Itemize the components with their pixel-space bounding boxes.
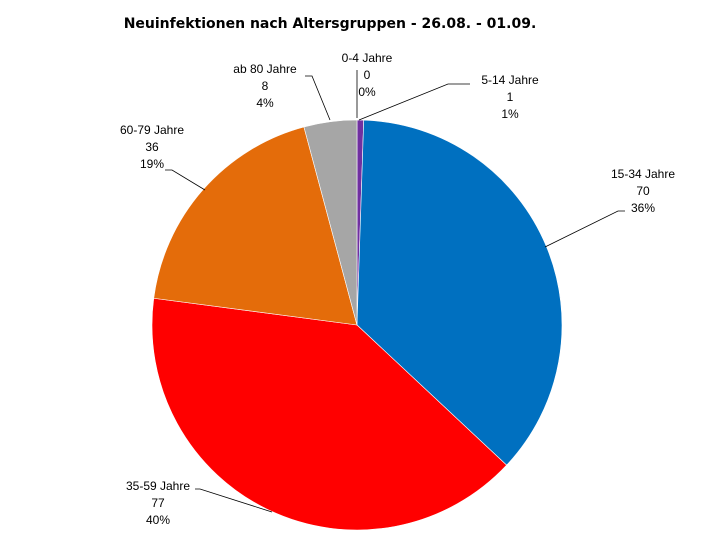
data-label-value: 8	[262, 79, 269, 93]
data-label-ab-80-jahre: ab 80 Jahre 8 4%	[233, 62, 297, 110]
data-label-percent: 0%	[358, 85, 376, 99]
data-label-category: 60-79 Jahre	[120, 123, 184, 137]
data-label-percent: 4%	[256, 96, 274, 110]
leader-line-5-14-jahre	[358, 83, 470, 121]
leader-line-35-59-jahre	[195, 488, 273, 513]
data-label-percent: 19%	[140, 157, 164, 171]
pie-slices	[151, 119, 563, 531]
data-label-0-4-jahre: 0-4 Jahre 0 0%	[342, 51, 393, 99]
data-label-value: 0	[364, 68, 371, 82]
data-label-5-14-jahre: 5-14 Jahre 1 1%	[481, 73, 539, 121]
data-label-category: 0-4 Jahre	[342, 51, 393, 65]
data-label-35-59-jahre: 35-59 Jahre 77 40%	[126, 479, 190, 527]
data-label-value: 36	[145, 140, 159, 154]
slice-35-59-jahre	[151, 297, 508, 531]
data-label-percent: 36%	[631, 201, 655, 215]
data-label-percent: 40%	[146, 513, 170, 527]
data-label-value: 70	[636, 184, 650, 198]
data-label-category: 35-59 Jahre	[126, 479, 190, 493]
data-label-percent: 1%	[501, 107, 519, 121]
leader-line-60-79-jahre	[165, 169, 206, 191]
slice-60-79-jahre	[153, 126, 358, 326]
data-label-category: ab 80 Jahre	[233, 62, 297, 76]
data-label-15-34-jahre: 15-34 Jahre 70 36%	[611, 167, 675, 215]
data-label-60-79-jahre: 60-79 Jahre 36 19%	[120, 123, 184, 171]
data-label-category: 15-34 Jahre	[611, 167, 675, 181]
data-label-value: 1	[507, 90, 514, 104]
data-labels: 0-4 Jahre 0 0% 5-14 Jahre 1 1% 15-34 Jahre 70 36…	[120, 51, 675, 527]
leader-line-15-34-jahre	[544, 210, 625, 248]
data-label-value: 77	[151, 496, 165, 510]
slice-ab-80-jahre	[303, 119, 358, 326]
leader-lines	[165, 70, 625, 513]
leader-line-ab-80-jahre	[305, 75, 331, 121]
chart-title: Neuinfektionen nach Altersgruppen - 26.0…	[124, 16, 537, 32]
data-label-category: 5-14 Jahre	[481, 73, 539, 87]
